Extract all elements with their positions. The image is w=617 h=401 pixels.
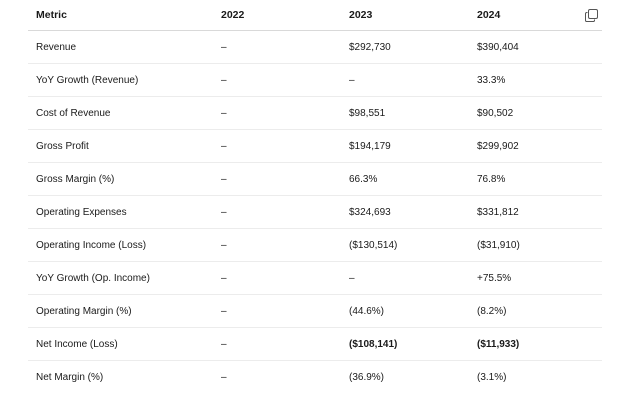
table-row: Gross Profit – $194,179 $299,902 <box>28 129 602 163</box>
value-2022-cell: – <box>213 327 341 361</box>
header-row: Metric 2022 2023 2024 <box>28 0 602 31</box>
value-2023-cell: $324,693 <box>341 195 469 229</box>
table-header: Metric 2022 2023 2024 <box>28 0 602 31</box>
metric-cell: Operating Income (Loss) <box>28 228 213 262</box>
metric-cell: Gross Profit <box>28 129 213 163</box>
value-2024-cell: (8.2%) <box>469 294 602 328</box>
table-row: YoY Growth (Op. Income) – – +75.5% <box>28 261 602 295</box>
metric-cell: YoY Growth (Op. Income) <box>28 261 213 295</box>
header-2023: 2023 <box>341 0 469 31</box>
metric-cell: YoY Growth (Revenue) <box>28 63 213 97</box>
value-2023-cell: – <box>341 63 469 97</box>
value-2023-cell: ($108,141) <box>341 327 469 361</box>
value-2023-cell: $194,179 <box>341 129 469 163</box>
value-2022-cell: – <box>213 63 341 97</box>
metric-cell: Gross Margin (%) <box>28 162 213 196</box>
table-row: YoY Growth (Revenue) – – 33.3% <box>28 63 602 97</box>
metric-cell: Net Income (Loss) <box>28 327 213 361</box>
value-2022-cell: – <box>213 30 341 64</box>
value-2024-cell: $390,404 <box>469 30 602 64</box>
metric-cell: Revenue <box>28 30 213 64</box>
value-2024-cell: $331,812 <box>469 195 602 229</box>
value-2022-cell: – <box>213 96 341 130</box>
value-2023-cell: $98,551 <box>341 96 469 130</box>
table-row: Operating Margin (%) – (44.6%) (8.2%) <box>28 294 602 328</box>
copy-icon <box>585 9 598 22</box>
value-2023-cell: (44.6%) <box>341 294 469 328</box>
table-row: Cost of Revenue – $98,551 $90,502 <box>28 96 602 130</box>
value-2023-cell: 66.3% <box>341 162 469 196</box>
table-row: Operating Income (Loss) – ($130,514) ($3… <box>28 228 602 262</box>
value-2024-cell: (3.1%) <box>477 371 507 383</box>
value-2024-cell: $299,902 <box>469 129 602 163</box>
value-2023-cell: (36.9%) <box>349 371 385 383</box>
value-2024-cell: +75.5% <box>469 261 602 295</box>
header-2024-label: 2024 <box>477 9 501 21</box>
table-body: Revenue – $292,730 $390,404 YoY Growth (… <box>28 30 602 394</box>
value-2024-cell: 33.3% <box>469 63 602 97</box>
header-metric: Metric <box>28 0 213 31</box>
value-2022-cell: – <box>213 261 341 295</box>
header-2022: 2022 <box>213 0 341 31</box>
table-row: Revenue – $292,730 $390,404 <box>28 30 602 64</box>
value-2023-cell: – <box>341 261 469 295</box>
value-2022-cell: – <box>213 162 341 196</box>
value-2022-cell: – <box>213 195 341 229</box>
table-row: Net Margin (%) – (36.9%) (3.1%) <box>28 361 602 394</box>
header-2024: 2024 <box>469 0 602 31</box>
table-row: Gross Margin (%) – 66.3% 76.8% <box>28 162 602 196</box>
value-2022-cell: – <box>221 371 227 383</box>
table-row: Net Income (Loss) – ($108,141) ($11,933) <box>28 327 602 361</box>
financial-table: Metric 2022 2023 2024 Revenue – <box>28 0 602 393</box>
metric-cell: Net Margin (%) <box>36 371 104 383</box>
value-2023-cell: ($130,514) <box>341 228 469 262</box>
value-2022-cell: – <box>213 228 341 262</box>
metric-cell: Cost of Revenue <box>28 96 213 130</box>
value-2024-cell: ($31,910) <box>469 228 602 262</box>
value-2024-cell: 76.8% <box>469 162 602 196</box>
value-2023-cell: $292,730 <box>341 30 469 64</box>
table-row: Operating Expenses – $324,693 $331,812 <box>28 195 602 229</box>
metric-cell: Operating Expenses <box>28 195 213 229</box>
value-2024-cell: $90,502 <box>469 96 602 130</box>
financial-table-container: Metric 2022 2023 2024 Revenue – <box>28 0 602 393</box>
metric-cell: Operating Margin (%) <box>28 294 213 328</box>
copy-table-button[interactable] <box>585 9 598 22</box>
value-2024-cell: ($11,933) <box>469 327 602 361</box>
value-2022-cell: – <box>213 129 341 163</box>
value-2022-cell: – <box>213 294 341 328</box>
